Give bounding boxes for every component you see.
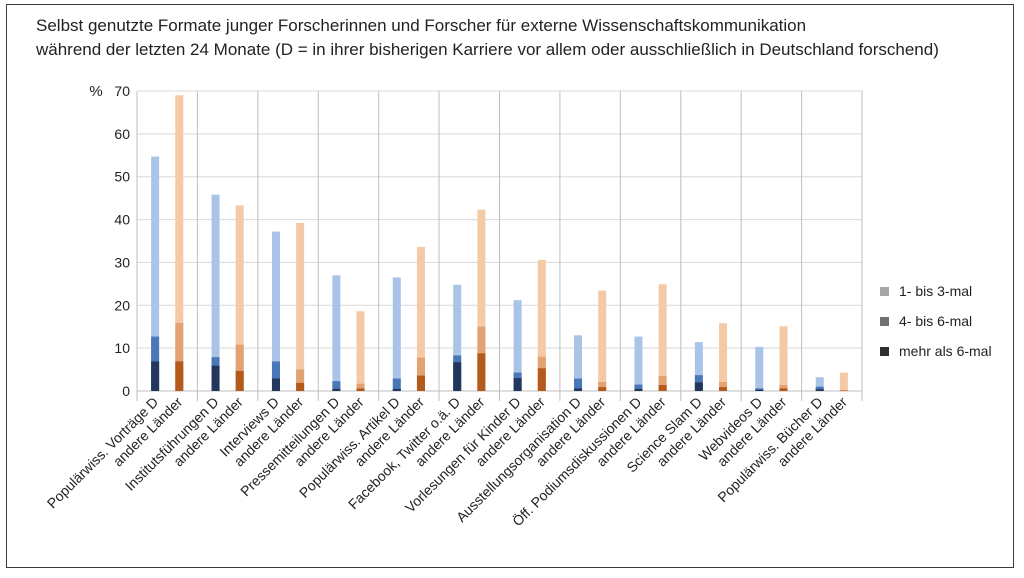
- legend-swatch-1-3: [880, 286, 889, 296]
- legend-label-1-3: 1- bis 3-mal: [899, 283, 973, 299]
- bar-2-andere-level-3: [235, 370, 244, 391]
- bar-1-andere-level-3: [175, 361, 184, 391]
- bar-3-d-level-1: [271, 231, 280, 391]
- bar-5-d-level-2: [392, 378, 401, 391]
- chart-title: Selbst genutzte Formate junger Forscheri…: [36, 14, 939, 62]
- bar-6-andere-level-3: [477, 353, 486, 391]
- y-tick-label-10: 10: [114, 340, 130, 356]
- bar-1-andere-level-1: [175, 95, 184, 392]
- legend-label-4-6: 4- bis 6-mal: [899, 313, 973, 329]
- bar-1-andere-level-2: [175, 322, 184, 391]
- bar-11-andere-level-2: [779, 385, 788, 391]
- bar-4-andere-level-2: [356, 383, 365, 391]
- bar-9-d-level-3: [634, 388, 643, 391]
- x-tick-label-1-d: Populärwiss. Vorträge D: [44, 394, 162, 512]
- bar-3-andere-level-3: [296, 382, 305, 391]
- bar-7-andere-level-3: [537, 368, 546, 391]
- bar-1-d-level-1: [151, 156, 160, 391]
- bar-4-d-level-2: [332, 381, 341, 391]
- bar-12-d-level-2: [815, 386, 824, 391]
- bar-9-andere-level-3: [658, 385, 667, 391]
- bar-2-d-level-1: [211, 194, 220, 391]
- bar-5-d-level-1: [392, 277, 401, 391]
- bar-10-andere-level-3: [719, 387, 728, 391]
- bar-7-d-level-3: [513, 378, 522, 391]
- bar-4-d-level-1: [332, 275, 341, 391]
- bar-5-d-level-3: [392, 388, 401, 391]
- bar-8-andere-level-2: [598, 382, 607, 391]
- bar-9-d-level-2: [634, 384, 643, 391]
- bar-5-andere-level-3: [416, 375, 425, 391]
- bar-7-andere-level-1: [537, 259, 546, 391]
- bar-6-d-level-3: [453, 362, 462, 391]
- bar-12-andere-level-2: [839, 390, 848, 391]
- y-tick-label-40: 40: [114, 212, 130, 228]
- bar-10-andere-level-1: [719, 323, 728, 391]
- bar-2-andere-level-2: [235, 344, 244, 391]
- y-tick-label-0: 0: [122, 383, 130, 399]
- bar-8-d-level-1: [574, 335, 583, 391]
- bar-10-andere-level-2: [719, 382, 728, 391]
- bar-2-d-level-3: [211, 365, 220, 391]
- bar-11-d-level-1: [755, 346, 764, 391]
- bar-6-d-level-1: [453, 284, 462, 391]
- bar-11-andere-level-1: [779, 326, 788, 391]
- y-tick-label-20: 20: [114, 297, 130, 313]
- bar-9-andere-level-1: [658, 284, 667, 391]
- bar-8-d-level-3: [574, 388, 583, 391]
- bar-4-andere-level-3: [356, 388, 365, 391]
- bar-1-d-level-3: [151, 361, 160, 391]
- legend-item-more-6: mehr als 6-mal: [880, 338, 992, 364]
- bar-3-andere-level-2: [296, 369, 305, 391]
- bar-2-andere-level-1: [235, 205, 244, 391]
- bar-9-d-level-1: [634, 336, 643, 391]
- y-tick-label-70: 70: [114, 83, 130, 99]
- chart-title-line-1: Selbst genutzte Formate junger Forscheri…: [36, 16, 807, 35]
- bar-12-d-level-3: [815, 389, 824, 391]
- bar-6-andere-level-1: [477, 209, 486, 391]
- bar-11-d-level-3: [755, 389, 764, 391]
- bar-10-d-level-3: [694, 382, 703, 391]
- legend-swatch-more-6: [880, 346, 889, 356]
- bar-3-d-level-3: [271, 378, 280, 391]
- chart-legend: 1- bis 3-mal 4- bis 6-mal mehr als 6-mal: [880, 278, 992, 368]
- bar-5-andere-level-1: [416, 247, 425, 391]
- bar-5-andere-level-2: [416, 357, 425, 391]
- bar-10-d-level-1: [694, 342, 703, 391]
- bar-8-andere-level-1: [598, 290, 607, 391]
- legend-item-1-3: 1- bis 3-mal: [880, 278, 992, 304]
- chart-frame: [6, 4, 1014, 568]
- legend-swatch-4-6: [880, 316, 889, 326]
- bar-3-d-level-2: [271, 361, 280, 391]
- bar-4-d-level-3: [332, 388, 341, 391]
- bar-11-andere-level-3: [779, 388, 788, 391]
- y-tick-label-50: 50: [114, 169, 130, 185]
- chart-title-line-2: während der letzten 24 Monate (D = in ih…: [36, 40, 939, 59]
- bar-12-d-level-1: [815, 377, 824, 391]
- bar-9-andere-level-2: [658, 376, 667, 391]
- bar-8-andere-level-3: [598, 387, 607, 391]
- bar-3-andere-level-1: [296, 223, 305, 391]
- bar-4-andere-level-1: [356, 311, 365, 391]
- bar-7-d-level-1: [513, 300, 522, 391]
- y-axis-label: %: [89, 83, 102, 100]
- y-tick-label-60: 60: [114, 126, 130, 142]
- y-tick-label-30: 30: [114, 254, 130, 270]
- bar-8-d-level-2: [574, 378, 583, 391]
- bar-12-andere-level-1: [839, 372, 848, 391]
- legend-label-more-6: mehr als 6-mal: [899, 343, 992, 359]
- legend-item-4-6: 4- bis 6-mal: [880, 308, 992, 334]
